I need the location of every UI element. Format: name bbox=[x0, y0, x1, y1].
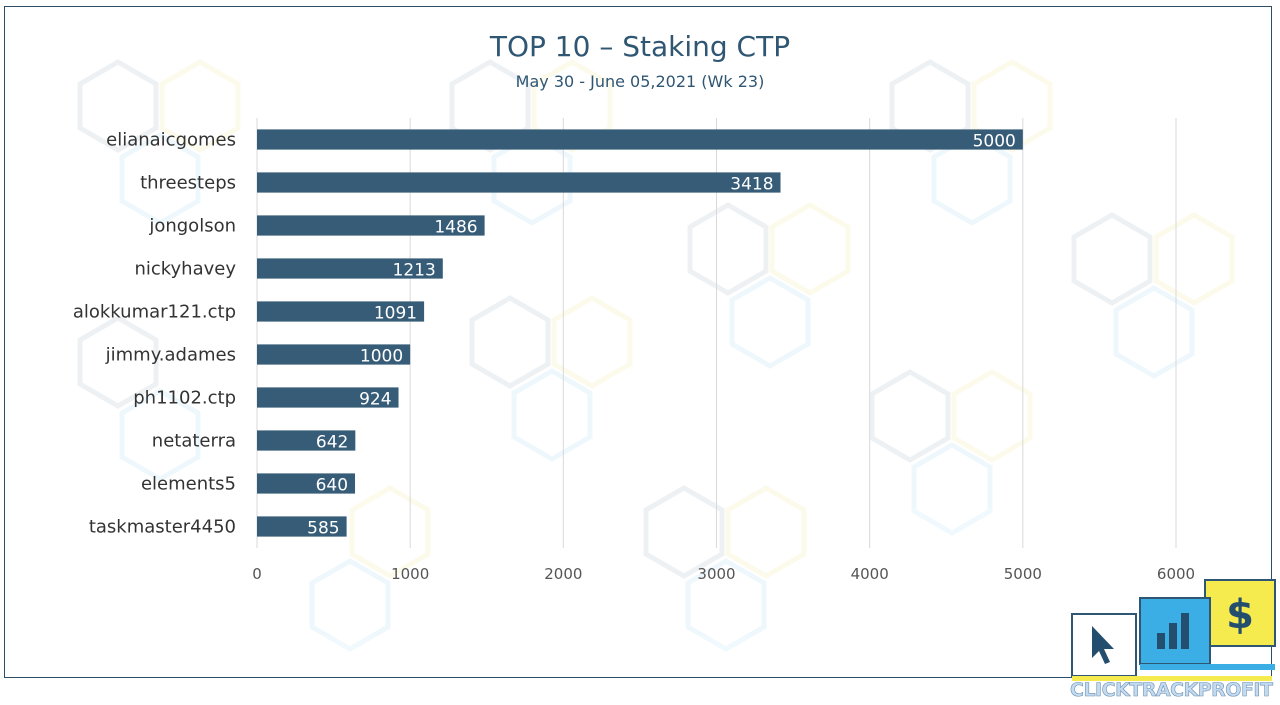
bars bbox=[257, 129, 1023, 537]
svg-text:$: $ bbox=[1226, 592, 1254, 638]
dollar-icon: $ bbox=[1226, 592, 1254, 638]
bar-chart-icon bbox=[1157, 613, 1189, 649]
category-label: jongolson bbox=[148, 216, 236, 237]
x-tick-label: 3000 bbox=[697, 565, 735, 583]
chart-subtitle: May 30 - June 05,2021 (Wk 23) bbox=[515, 72, 765, 91]
category-label: jimmy.adames bbox=[105, 345, 236, 366]
data-label: 640 bbox=[316, 476, 348, 496]
x-tick-label: 0 bbox=[252, 565, 262, 583]
category-label: netaterra bbox=[152, 431, 236, 452]
bar bbox=[257, 215, 485, 236]
chart-title: TOP 10 – Staking CTP bbox=[489, 30, 791, 63]
chart-frame bbox=[4, 6, 1272, 678]
yellow-tile bbox=[1204, 579, 1276, 647]
bar bbox=[257, 172, 781, 193]
data-label: 1091 bbox=[374, 304, 417, 324]
x-tick-label: 4000 bbox=[851, 565, 889, 583]
data-labels: 5000 3418 1486 1213 1091 1000 924 642 640 585 bbox=[307, 132, 1016, 539]
data-label: 585 bbox=[307, 519, 339, 539]
category-label: elements5 bbox=[141, 474, 236, 495]
bar bbox=[257, 258, 443, 279]
data-label: 642 bbox=[316, 433, 348, 453]
bar bbox=[257, 387, 399, 408]
x-tick-label: 1000 bbox=[391, 565, 429, 583]
data-label: 5000 bbox=[973, 132, 1016, 152]
bar bbox=[257, 301, 425, 322]
data-label: 1000 bbox=[360, 347, 403, 367]
x-axis-ticks: 0 1000 2000 3000 4000 5000 6000 bbox=[252, 565, 1195, 583]
category-label: threesteps bbox=[140, 173, 236, 194]
brand-name: CLICKTRACKPROFIT bbox=[1070, 679, 1274, 702]
data-label: 924 bbox=[359, 390, 391, 410]
x-tick-label: 5000 bbox=[1004, 565, 1042, 583]
cursor-icon bbox=[1092, 626, 1114, 664]
category-label: taskmaster4450 bbox=[89, 517, 236, 538]
x-tick-label: 6000 bbox=[1157, 565, 1195, 583]
category-label: alokkumar121.ctp bbox=[73, 302, 236, 323]
category-label: elianaicgomes bbox=[106, 130, 236, 151]
data-label: 1213 bbox=[393, 261, 436, 281]
brand-logo: $ bbox=[1071, 579, 1276, 681]
category-label: ph1102.ctp bbox=[133, 388, 236, 409]
category-label: nickyhavey bbox=[134, 259, 236, 280]
data-label: 3418 bbox=[730, 175, 773, 195]
bar bbox=[257, 430, 356, 451]
bar bbox=[257, 129, 1023, 150]
x-tick-label: 2000 bbox=[544, 565, 582, 583]
bar bbox=[257, 516, 347, 537]
bar bbox=[257, 473, 356, 494]
category-labels: elianaicgomes threesteps jongolson nickyhav… bbox=[73, 130, 237, 538]
data-label: 1486 bbox=[434, 218, 477, 238]
bar bbox=[257, 344, 411, 365]
